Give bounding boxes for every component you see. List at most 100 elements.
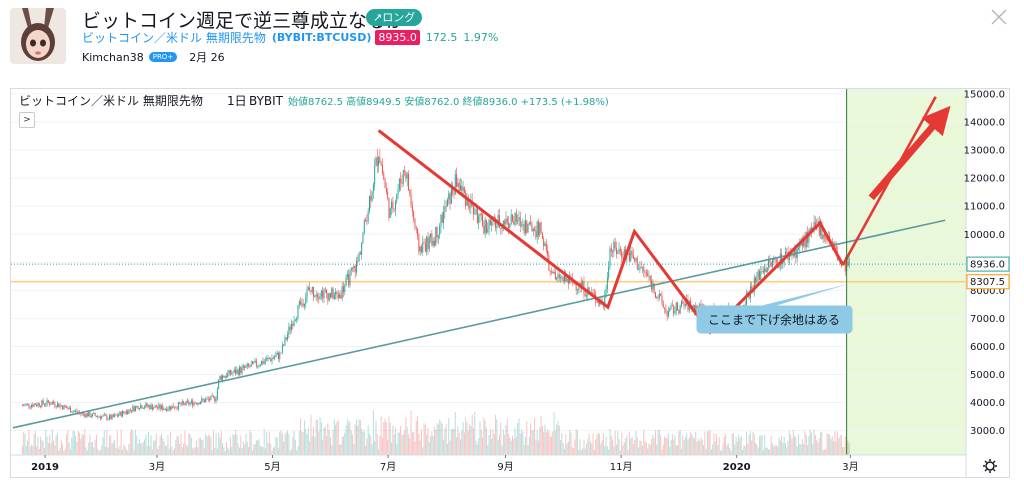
candle-body [675,302,677,312]
volume-bar [413,432,415,455]
volume-bar [729,447,731,455]
volume-bar [634,440,636,455]
author-line: Kimchan38 PRO+ 2月 26 [82,49,225,65]
volume-bar [248,447,250,455]
volume-bar [366,438,368,455]
volume-bar [309,441,311,455]
volume-bar [678,431,680,455]
volume-bar [110,435,112,455]
price-tick-label: 6000.0 [970,342,1005,353]
volume-bar [761,435,763,455]
candle-body [30,405,32,408]
volume-bar [106,429,108,455]
volume-bar [738,434,740,455]
candle-body [491,221,493,226]
candle-body [69,407,71,413]
volume-bar [30,444,32,455]
candle-body [86,413,88,417]
candle-body [32,405,34,407]
candle-body [822,234,824,239]
volume-bar [251,450,253,455]
volume-bar [92,441,94,455]
volume-bar [42,441,44,455]
settings-gear[interactable] [983,459,997,473]
author-avatar[interactable] [10,8,66,64]
volume-bar [768,449,770,455]
volume-bar [158,445,160,455]
volume-bar [342,436,344,455]
volume-bar [132,430,134,455]
candle-body [363,220,365,233]
volume-bar [679,430,681,455]
volume-bar [573,448,575,455]
volume-bar [583,439,585,455]
candle-body [229,369,231,375]
candle-body [809,227,811,231]
candle-body [558,274,560,279]
candle-body [522,224,524,226]
candle-body [669,307,671,311]
price-axis[interactable]: 3000.04000.05000.06000.07000.08000.09000… [964,90,1005,438]
candle-body [379,157,381,164]
volume-bar [354,424,356,455]
volume-bar [736,441,738,455]
chevron-right-icon[interactable]: > [19,112,35,128]
candle-body [45,404,47,406]
volume-bar [430,436,432,455]
candle-body [219,375,221,380]
candle-body [203,399,205,403]
volume-bar [786,447,788,455]
candle-body [692,305,694,310]
volume-bar [66,434,68,455]
candle-body [523,224,525,234]
author-name-link[interactable]: Kimchan38 [82,50,144,64]
candle-body [648,275,650,277]
volume-bar [261,446,263,455]
volume-bar [539,427,541,455]
gear-icon[interactable] [985,461,995,471]
candle-body [368,196,370,211]
volume-bar [569,429,571,455]
candle-body [393,208,395,210]
symbol-code-link[interactable]: (BYBIT:BTCUSD) [271,31,372,44]
candle-body [527,223,529,233]
candle-body [275,355,277,358]
volume-bar [141,443,143,455]
candle-body [262,361,264,364]
volume-bar [352,434,354,455]
volume-bar [673,439,675,455]
price-tick-label: 12000.0 [964,174,1005,185]
volume-bar [788,430,790,455]
volume-bar [381,437,383,455]
candle-body [146,403,148,407]
volume-bar [440,421,442,455]
candle-body [450,187,452,204]
time-tick-label: 9月 [497,461,513,473]
candle-body [179,402,181,404]
volume-bar [701,439,703,455]
time-axis[interactable]: 2019 3月 5月 7月 9月 11月 2020 3月 [31,455,859,473]
volume-bar [417,416,419,455]
volume-bar [638,447,640,455]
candle-body [389,208,391,218]
candle-body [288,326,290,335]
volume-bar [700,437,702,455]
volume-bar [654,430,656,455]
candle-body [186,400,188,402]
volume-bar [599,433,601,455]
candle-body [153,407,155,410]
candle-body [103,414,105,416]
volume-bar [553,412,555,455]
candle-body [437,235,439,238]
volume-bar [397,432,399,455]
volume-bar [249,430,251,455]
volume-bar [245,433,247,455]
candle-body [137,406,139,410]
volume-bar [482,437,484,455]
price-tick-label: 3000.0 [970,426,1005,437]
volume-bar [241,448,243,455]
symbol-name-link[interactable]: ビットコイン／米ドル 無期限先物 [82,31,266,45]
volume-bar [571,447,573,455]
close-icon[interactable] [990,8,1008,26]
